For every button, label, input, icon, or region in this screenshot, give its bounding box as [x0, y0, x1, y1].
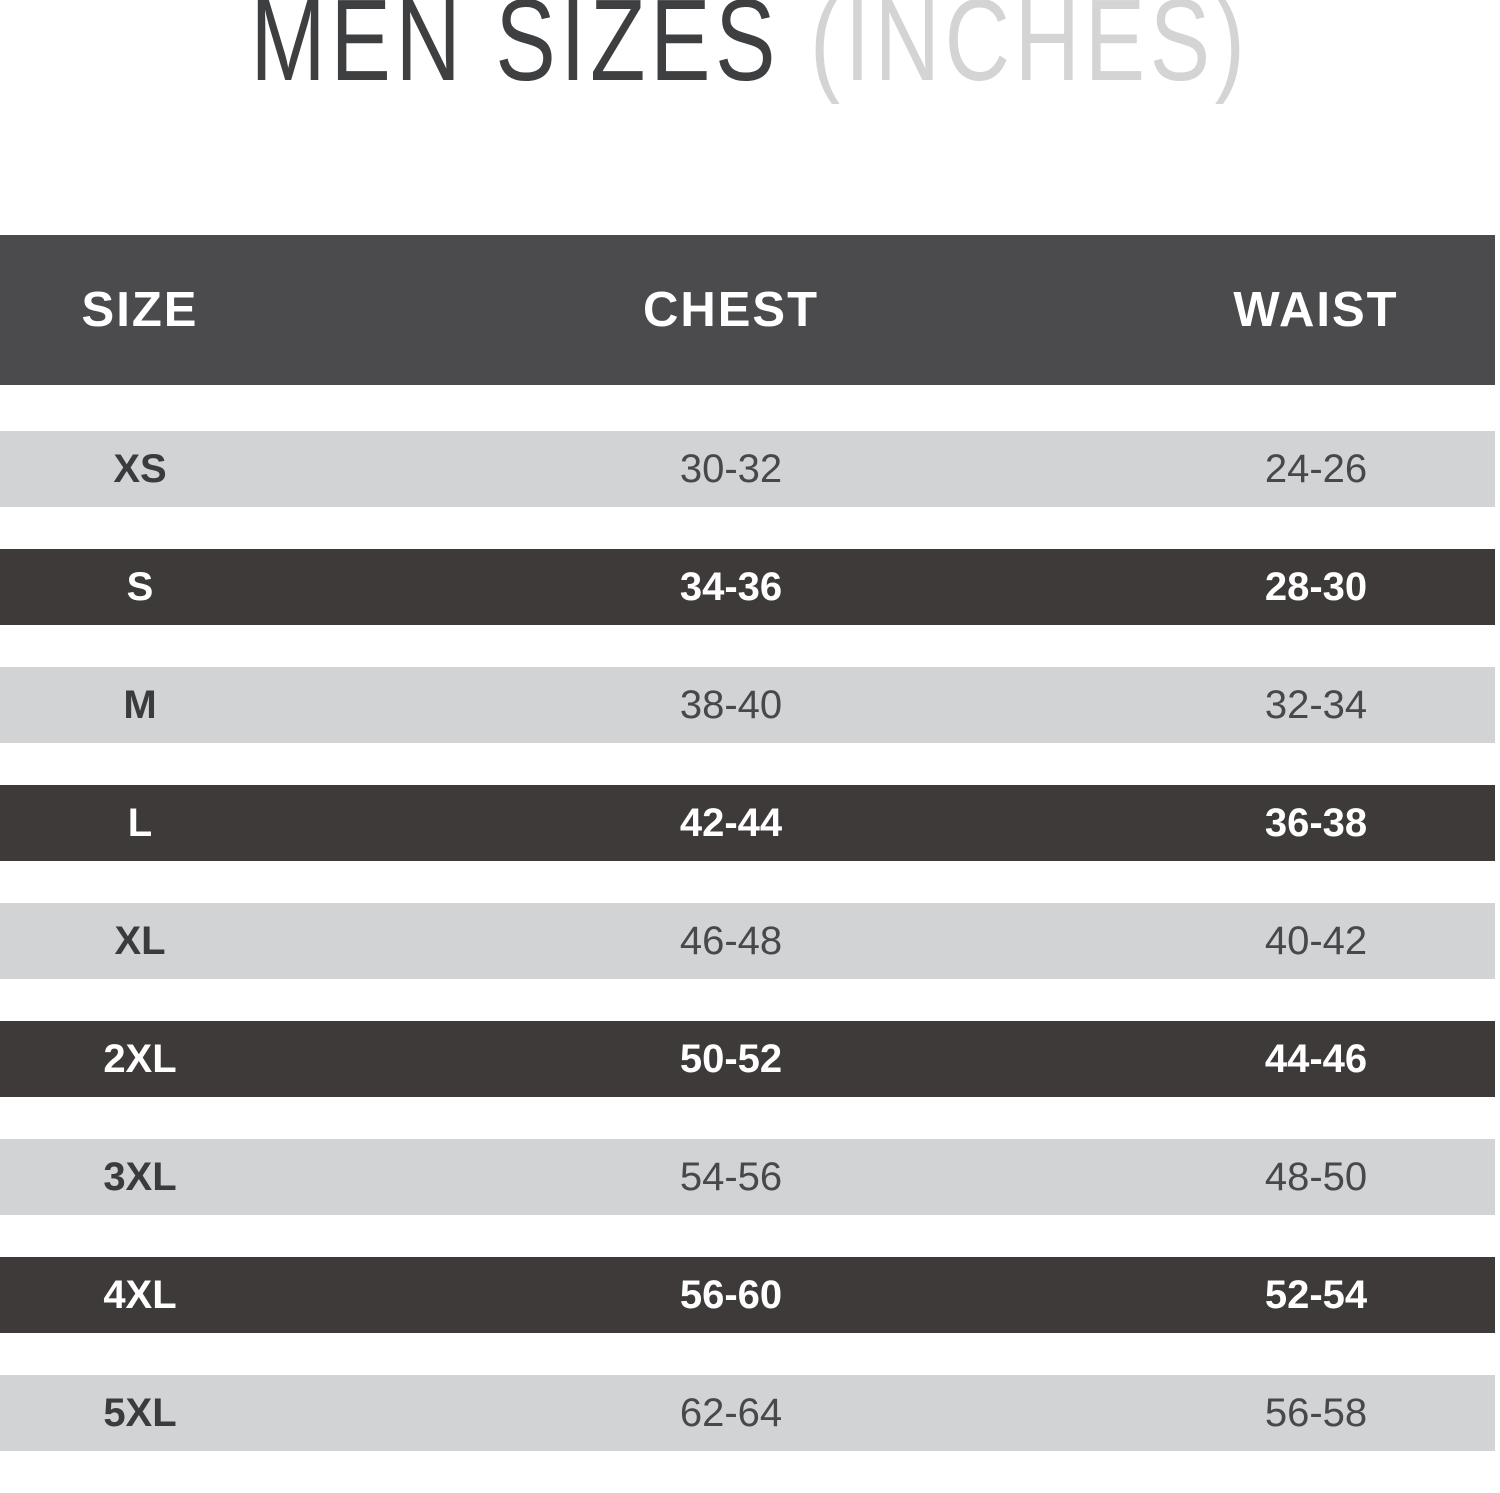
size-cell: M: [123, 682, 157, 727]
size-cell: 2XL: [103, 1036, 177, 1081]
chest-cell: 62-64: [679, 1390, 783, 1435]
table-row: XL 46-48 40-42: [0, 903, 1495, 979]
chest-cell: 46-48: [679, 918, 783, 963]
waist-cell: 36-38: [1264, 800, 1368, 845]
page-title: MEN SIZES (INCHES): [165, 0, 1335, 98]
table-row: 4XL 56-60 52-54: [0, 1257, 1495, 1333]
chest-cell: 30-32: [679, 446, 783, 491]
table-row: 2XL 50-52 44-46: [0, 1021, 1495, 1097]
size-cell: XS: [113, 446, 167, 491]
chest-cell: 54-56: [679, 1154, 783, 1199]
waist-cell: 24-26: [1264, 446, 1368, 491]
table-row: L 42-44 36-38: [0, 785, 1495, 861]
page-title-unit: (INCHES): [780, 0, 1250, 105]
size-cell: L: [127, 800, 153, 845]
size-chart-table: SIZE CHEST WAIST XS 30-32 24-26 S 34-36 28-30…: [0, 235, 1495, 1493]
waist-cell: 40-42: [1264, 918, 1368, 963]
waist-cell: 48-50: [1264, 1154, 1368, 1199]
waist-cell: 32-34: [1264, 682, 1368, 727]
waist-cell: 52-54: [1264, 1272, 1368, 1317]
page-title-main: MEN SIZES: [250, 0, 781, 105]
table-row: M 38-40 32-34: [0, 667, 1495, 743]
waist-cell: 56-58: [1264, 1390, 1368, 1435]
header-waist: WAIST: [1233, 283, 1399, 337]
waist-cell: 44-46: [1264, 1036, 1368, 1081]
chest-cell: 42-44: [679, 800, 783, 845]
table-row: 3XL 54-56 48-50: [0, 1139, 1495, 1215]
table-row: S 34-36 28-30: [0, 549, 1495, 625]
header-chest: CHEST: [642, 283, 820, 337]
chest-cell: 38-40: [679, 682, 783, 727]
size-table-body: XS 30-32 24-26 S 34-36 28-30 M 38-40 32-34 L 42-44…: [0, 431, 1495, 1451]
table-header-row: SIZE CHEST WAIST: [0, 235, 1495, 385]
size-cell: S: [126, 564, 154, 609]
size-cell: 4XL: [103, 1272, 177, 1317]
waist-cell: 28-30: [1264, 564, 1368, 609]
size-cell: 3XL: [103, 1154, 177, 1199]
chest-cell: 34-36: [679, 564, 783, 609]
header-size: SIZE: [81, 283, 199, 337]
size-cell: XL: [114, 918, 166, 963]
chest-cell: 50-52: [679, 1036, 783, 1081]
chest-cell: 56-60: [679, 1272, 783, 1317]
size-cell: 5XL: [103, 1390, 177, 1435]
table-row: 5XL 62-64 56-58: [0, 1375, 1495, 1451]
table-row: XS 30-32 24-26: [0, 431, 1495, 507]
